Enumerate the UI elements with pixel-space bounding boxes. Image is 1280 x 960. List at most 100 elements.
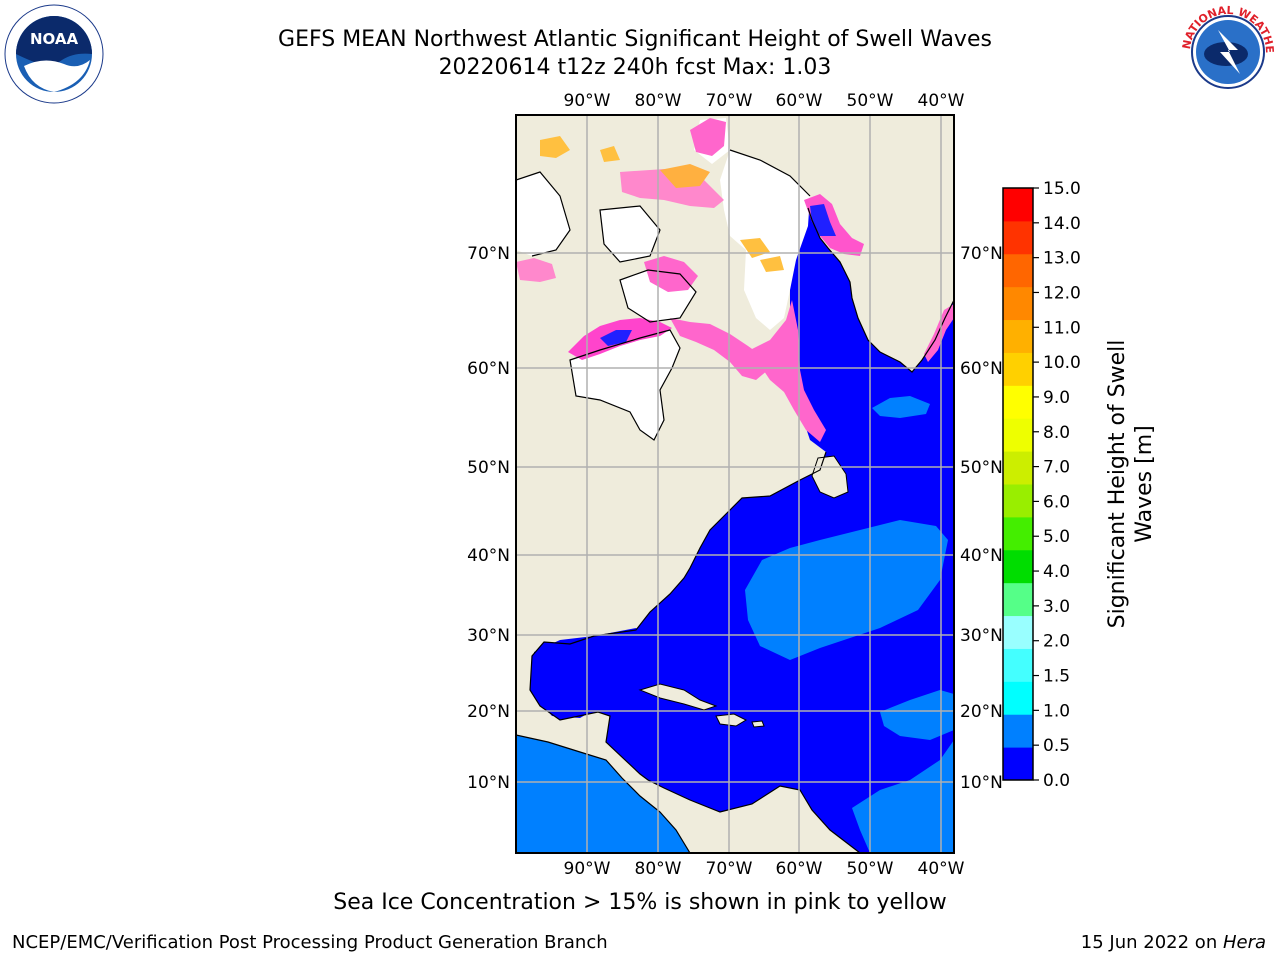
- colorbar-tick-label: 15.0: [1043, 179, 1081, 199]
- swell-region-southeast: [852, 740, 954, 853]
- footer-date: 15 Jun 2022 on Hera: [1081, 932, 1266, 953]
- colorbar-tick-label: 8.0: [1043, 423, 1070, 443]
- gulf-of-mexico: [534, 628, 656, 718]
- colorbar-segment: [1003, 286, 1033, 321]
- colorbar-segment: [1003, 352, 1033, 386]
- noaa-logo: NOAA: [4, 4, 104, 104]
- lon-label-top-40w: 40°W: [918, 91, 965, 111]
- lon-label-bottom-50w: 50°W: [847, 859, 894, 879]
- map-gridlines: [516, 115, 954, 853]
- swell-region-southeast-2: [880, 690, 954, 740]
- colorbar-segment: [1003, 747, 1033, 781]
- colorbar-segment: [1003, 516, 1033, 551]
- colorbar-tick-label: 9.0: [1043, 388, 1070, 408]
- lat-label-right-20n: 20°N: [960, 702, 1003, 722]
- map-area: [516, 115, 954, 853]
- sea-ice-east-greenland: [924, 304, 954, 362]
- lat-label-left-60n: 60°N: [467, 359, 510, 379]
- lat-label-right-50n: 50°N: [960, 458, 1003, 478]
- colorbar-segment: [1003, 451, 1033, 485]
- sea-ice-labrador: [750, 300, 826, 442]
- colorbar-segment: [1003, 253, 1033, 288]
- colorbar-ticks: 15.0 14.0 13.0 12.0 11.0 10.0 9.0 8.0 7.0 6.0 5.0 4…: [1033, 179, 1081, 791]
- colorbar-tick-label: 14.0: [1043, 214, 1081, 234]
- cuba: [638, 683, 718, 711]
- colorbar-tick-label: 0.5: [1043, 736, 1070, 756]
- footer-host: Hera: [1222, 932, 1266, 953]
- sea-ice-yellow-dots: [540, 136, 784, 272]
- swell-region-pacific-2: [546, 822, 590, 844]
- nws-logo: NATIONAL WEATHER SERVICE: [1176, 0, 1278, 102]
- colorbar-frame: [1002, 187, 1034, 781]
- colorbar-segment: [1003, 319, 1033, 353]
- arctic-white-3: [600, 206, 660, 262]
- colorbar-tick-label: 1.0: [1043, 701, 1070, 721]
- lat-label-left-40n: 40°N: [467, 546, 510, 566]
- sea-ice-nw: [516, 258, 556, 282]
- colorbar-tick-label: 10.0: [1043, 353, 1081, 373]
- colorbar-segment: [1003, 648, 1033, 682]
- colorbar-segment: [1003, 615, 1033, 649]
- lon-label-bottom-40w: 40°W: [918, 859, 965, 879]
- lon-label-bottom-60w: 60°W: [776, 859, 823, 879]
- colorbar-label-line1: Significant Height of Swell: [1105, 340, 1130, 629]
- map-frame: [515, 114, 955, 854]
- colorbar-label-line2: Waves [m]: [1132, 425, 1157, 542]
- svg-text:NOAA: NOAA: [30, 30, 79, 48]
- lon-label-bottom-70w: 70°W: [706, 859, 753, 879]
- colorbar-segment: [1003, 484, 1033, 518]
- colorbar-segment: [1003, 549, 1033, 584]
- sea-ice-north: [690, 118, 726, 156]
- sea-ice-baffin-yellow: [660, 164, 710, 188]
- colorbar-tick-label: 4.0: [1043, 562, 1070, 582]
- sea-ice: [516, 118, 954, 442]
- lon-label-top-60w: 60°W: [776, 91, 823, 111]
- sea-ice-hudson-strait-inner: [600, 330, 632, 346]
- colorbar-segment: [1003, 714, 1033, 748]
- sea-ice-foxe: [670, 318, 768, 380]
- lon-label-top-70w: 70°W: [706, 91, 753, 111]
- colorbar-segment: [1003, 188, 1033, 222]
- colorbar-tick-label: 3.0: [1043, 597, 1070, 617]
- colorbar-tick-label: 1.5: [1043, 667, 1070, 687]
- colorbar-tick-label: 5.0: [1043, 527, 1070, 547]
- colorbar-segment: [1003, 582, 1033, 617]
- lat-label-left-10n: 10°N: [467, 773, 510, 793]
- colorbar-segment: [1003, 220, 1033, 255]
- lat-label-left-50n: 50°N: [467, 458, 510, 478]
- colorbar-segment: [1003, 681, 1033, 715]
- footer-date-text: 15 Jun 2022 on: [1080, 932, 1223, 953]
- arctic-white-1: [720, 150, 810, 330]
- lat-label-left-20n: 20°N: [467, 702, 510, 722]
- atlantic-ocean: [530, 208, 954, 853]
- lat-label-right-60n: 60°N: [960, 359, 1003, 379]
- colorbar-tick-label: 11.0: [1043, 318, 1081, 338]
- footer-branch: NCEP/EMC/Verification Post Processing Pr…: [12, 932, 608, 953]
- pacific-ocean: [516, 735, 690, 853]
- lon-label-top-50w: 50°W: [847, 91, 894, 111]
- arctic-white-2: [516, 172, 570, 256]
- colorbar-tick-label: 2.0: [1043, 632, 1070, 652]
- coastlines: [516, 149, 954, 853]
- lat-label-right-30n: 30°N: [960, 626, 1003, 646]
- lat-label-right-40n: 40°N: [960, 546, 1003, 566]
- lon-label-top-80w: 80°W: [635, 91, 682, 111]
- sea-ice-footnote: Sea Ice Concentration > 15% is shown in …: [333, 890, 947, 915]
- hispaniola: [715, 713, 748, 727]
- colorbar-tick-label: 12.0: [1043, 283, 1081, 303]
- hudson-bay: [570, 330, 680, 440]
- lon-label-bottom-80w: 80°W: [635, 859, 682, 879]
- colorbar: [1003, 188, 1033, 781]
- puerto-rico: [751, 720, 765, 728]
- swell-region-east: [872, 396, 930, 418]
- colorbar-segment: [1003, 385, 1033, 419]
- lon-label-top-90w: 90°W: [564, 91, 611, 111]
- colorbar-tick-label: 6.0: [1043, 492, 1070, 512]
- lat-label-right-10n: 10°N: [960, 773, 1003, 793]
- chart-title: GEFS MEAN Northwest Atlantic Significant…: [278, 27, 992, 52]
- colorbar-segment: [1003, 418, 1033, 452]
- colorbar-tick-label: 0.0: [1043, 771, 1070, 791]
- chart-subtitle: 20220614 t12z 240h fcst Max: 1.03: [438, 55, 832, 80]
- lon-label-bottom-90w: 90°W: [564, 859, 611, 879]
